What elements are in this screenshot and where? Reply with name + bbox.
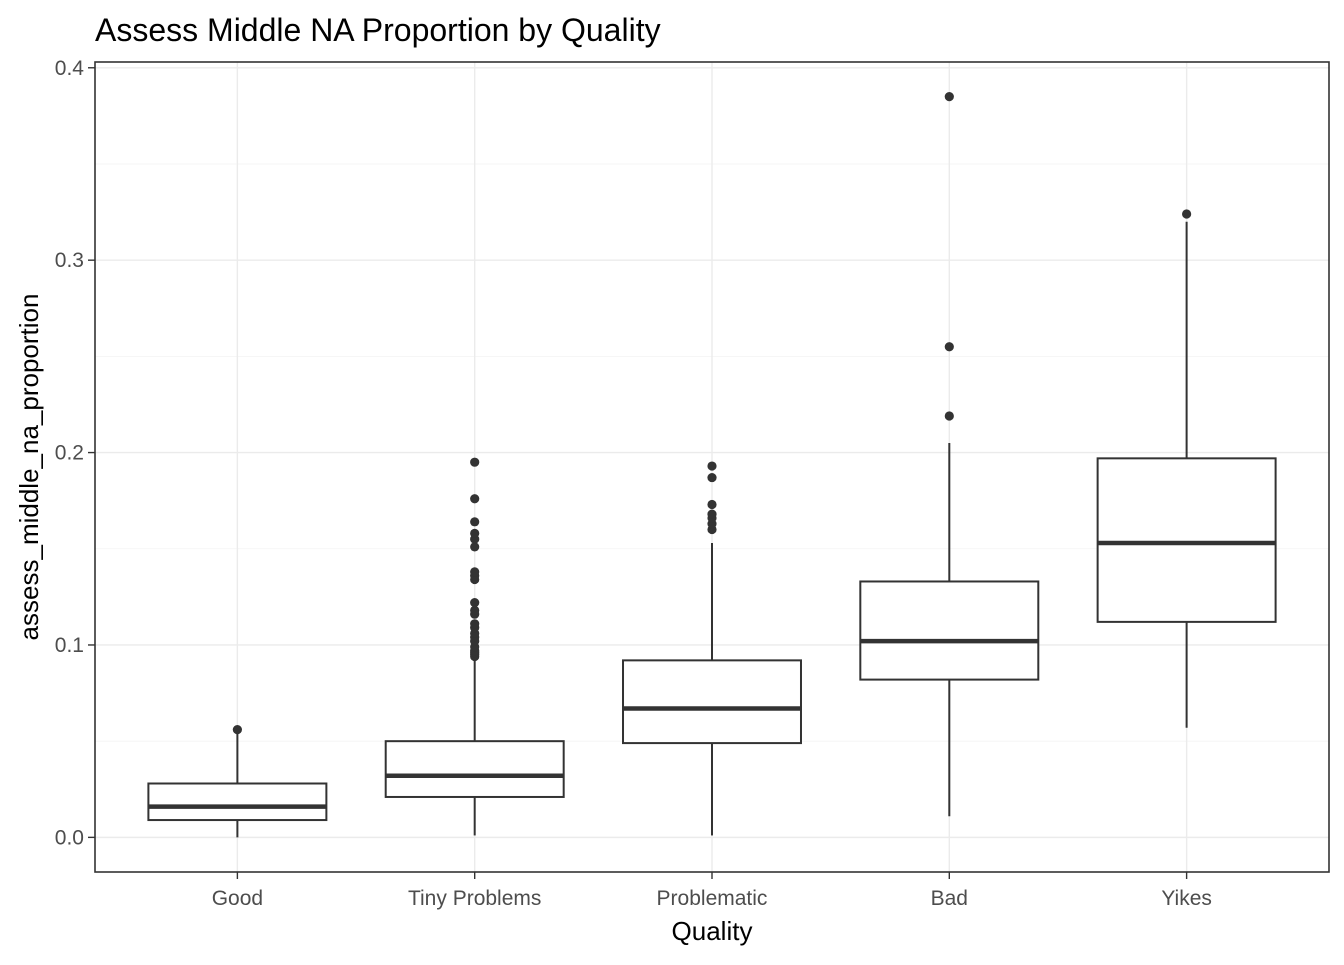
chart-title: Assess Middle NA Proportion by Quality bbox=[95, 12, 661, 48]
y-tick-label: 0.4 bbox=[55, 57, 85, 80]
x-tick-label: Good bbox=[212, 887, 263, 910]
x-tick-label: Yikes bbox=[1161, 887, 1212, 910]
outlier-point bbox=[1182, 209, 1192, 219]
outlier-point bbox=[470, 457, 480, 467]
box-iqr bbox=[1096, 457, 1277, 623]
box-iqr bbox=[622, 659, 802, 745]
outlier-point bbox=[707, 472, 717, 483]
x-tick-label: Problematic bbox=[657, 887, 768, 910]
box-iqr bbox=[859, 580, 1040, 681]
y-tick-label: 0.2 bbox=[55, 442, 84, 465]
x-axis-title: Quality bbox=[672, 916, 753, 946]
box-bad bbox=[859, 92, 1040, 817]
outlier-point bbox=[470, 542, 480, 552]
outlier-point bbox=[470, 567, 480, 577]
y-tick-label: 0.3 bbox=[55, 249, 84, 272]
outlier-point bbox=[707, 509, 717, 519]
box-layer bbox=[147, 92, 1277, 838]
outlier-point bbox=[944, 92, 954, 102]
outlier-point bbox=[944, 342, 954, 352]
x-axis: Good Tiny Problems Problematic Bad Yikes bbox=[212, 872, 1212, 910]
outlier-point bbox=[470, 528, 480, 538]
box-good bbox=[147, 725, 328, 838]
x-tick-label: Bad bbox=[931, 887, 968, 910]
y-tick-label: 0.1 bbox=[55, 634, 84, 657]
outlier-point bbox=[707, 499, 717, 510]
y-tick-label: 0.0 bbox=[55, 826, 84, 849]
outlier-point bbox=[470, 605, 480, 615]
y-axis: 0.0 0.1 0.2 0.3 0.4 bbox=[55, 57, 95, 849]
box-tiny-problems bbox=[384, 457, 565, 836]
y-axis-title: assess_middle_na_proportion bbox=[14, 294, 44, 641]
box-iqr bbox=[384, 740, 565, 798]
outlier-point bbox=[470, 598, 480, 608]
outlier-point bbox=[232, 725, 242, 735]
outlier-point bbox=[470, 494, 480, 504]
outlier-point bbox=[944, 411, 954, 421]
box-problematic bbox=[622, 461, 802, 836]
box-iqr bbox=[147, 782, 328, 822]
outlier-point bbox=[470, 517, 480, 527]
x-tick-label: Tiny Problems bbox=[408, 887, 541, 910]
outlier-point bbox=[707, 461, 717, 471]
outlier-point bbox=[470, 619, 480, 629]
box-yikes bbox=[1096, 209, 1277, 728]
